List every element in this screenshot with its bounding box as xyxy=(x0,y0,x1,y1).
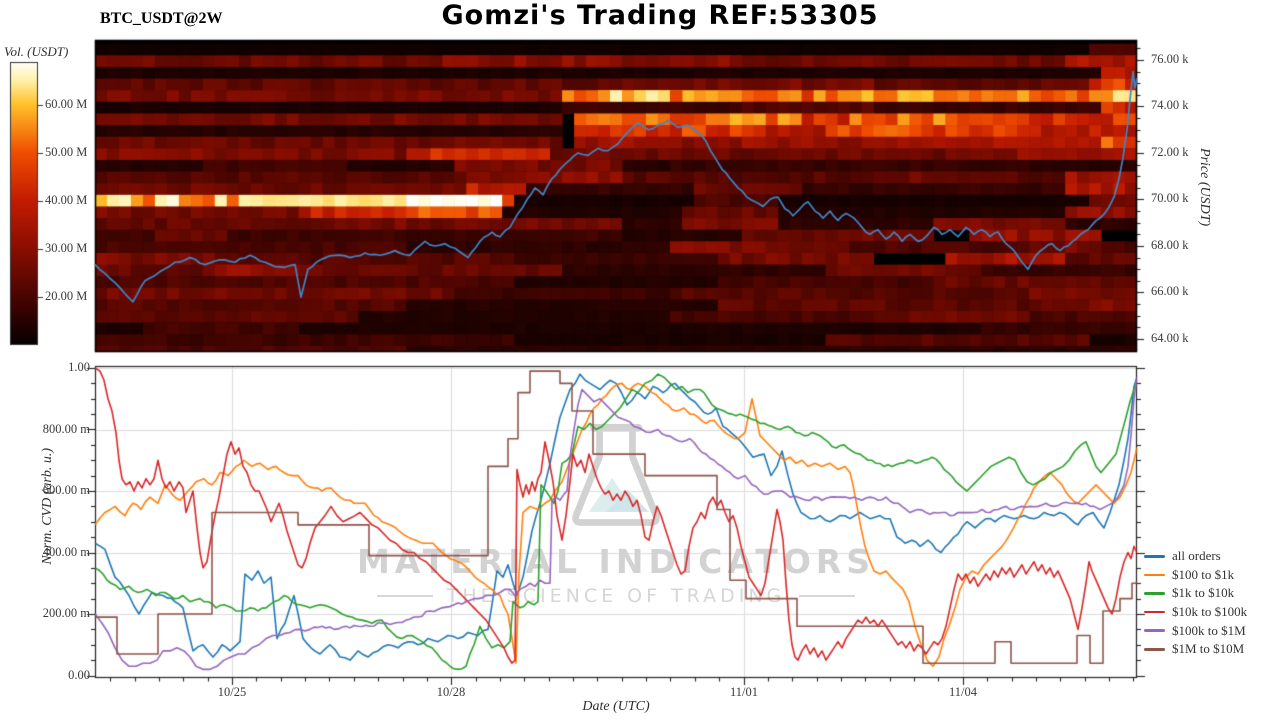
cvd-tick: 800.00 m xyxy=(42,421,90,436)
legend: all orders $100 to $1k $1k to $10k $10k to … xyxy=(1144,547,1247,659)
watermark-title: MATERIAL INDICATORS xyxy=(356,542,876,581)
price-tick: 70.00 k xyxy=(1151,191,1189,206)
date-tick: 11/01 xyxy=(729,685,758,699)
date-tick: 11/04 xyxy=(948,685,977,699)
colorbar-tick: 40.00 M xyxy=(45,193,88,208)
flask-icon xyxy=(572,423,660,526)
legend-label: $1M to $10M xyxy=(1172,641,1245,657)
date-axis-label: Date (UTC) xyxy=(582,699,650,714)
legend-label: $1k to $10k xyxy=(1172,585,1235,601)
price-tick: 64.00 k xyxy=(1151,330,1189,345)
legend-item--100-to-1k: $100 to $1k xyxy=(1144,566,1247,585)
legend-item-all-orders: all orders xyxy=(1144,547,1247,566)
colorbar-tick: 30.00 M xyxy=(45,241,88,256)
legend-label: all orders xyxy=(1172,548,1221,564)
price-tick: 68.00 k xyxy=(1151,237,1189,252)
watermark: MATERIAL INDICATORS THE SCIENCE OF TRADI… xyxy=(95,420,1137,607)
page-title: Gomzi's Trading REF:53305 xyxy=(441,0,879,31)
legend-item--1m-to-10m: $1M to $10M xyxy=(1144,640,1247,659)
date-tick: 10/25 xyxy=(217,685,247,699)
price-tick: 72.00 k xyxy=(1151,144,1189,159)
cvd-tick: 1.00 xyxy=(68,360,90,374)
price-axis-label: Price (USDT) xyxy=(1197,148,1212,227)
legend-swatch xyxy=(1144,629,1165,632)
cvd-tick: 200.00 m xyxy=(42,606,90,620)
legend-swatch xyxy=(1144,610,1165,614)
watermark-dash-left xyxy=(376,595,433,597)
price-tick: 74.00 k xyxy=(1151,98,1189,113)
legend-swatch xyxy=(1144,592,1165,595)
cvd-tick: 600.00 m xyxy=(42,483,90,497)
watermark-subtitle: THE SCIENCE OF TRADING xyxy=(446,585,786,607)
instrument-label: BTC_USDT@2W xyxy=(100,10,223,27)
legend-label: $10k to $100k xyxy=(1172,604,1248,620)
colorbar-tick: 20.00 M xyxy=(45,289,88,304)
date-tick: 10/28 xyxy=(436,685,466,699)
legend-swatch xyxy=(1144,573,1165,577)
colorbar-tick: 60.00 M xyxy=(45,97,88,112)
watermark-dash-right xyxy=(799,595,856,597)
cvd-tick: 400.00 m xyxy=(42,544,90,559)
cvd-tick: 0.00 xyxy=(68,667,90,682)
legend-swatch xyxy=(1144,647,1165,651)
legend-label: $100 to $1k xyxy=(1172,566,1235,582)
price-tick: 66.00 k xyxy=(1151,284,1189,299)
price-tick: 76.00 k xyxy=(1151,51,1189,66)
legend-item--100k-to-1m: $100k to $1M xyxy=(1144,621,1247,640)
watermark-subtitle-row: THE SCIENCE OF TRADING xyxy=(376,585,856,607)
legend-label: $100k to $1M xyxy=(1172,622,1246,638)
legend-item--10k-to-100k: $10k to $100k xyxy=(1144,603,1247,622)
legend-swatch xyxy=(1144,555,1165,558)
colorbar-tick: 50.00 M xyxy=(45,145,88,160)
legend-item--1k-to-10k: $1k to $10k xyxy=(1144,584,1247,603)
colorbar-label: Vol. (USDT) xyxy=(4,44,69,59)
